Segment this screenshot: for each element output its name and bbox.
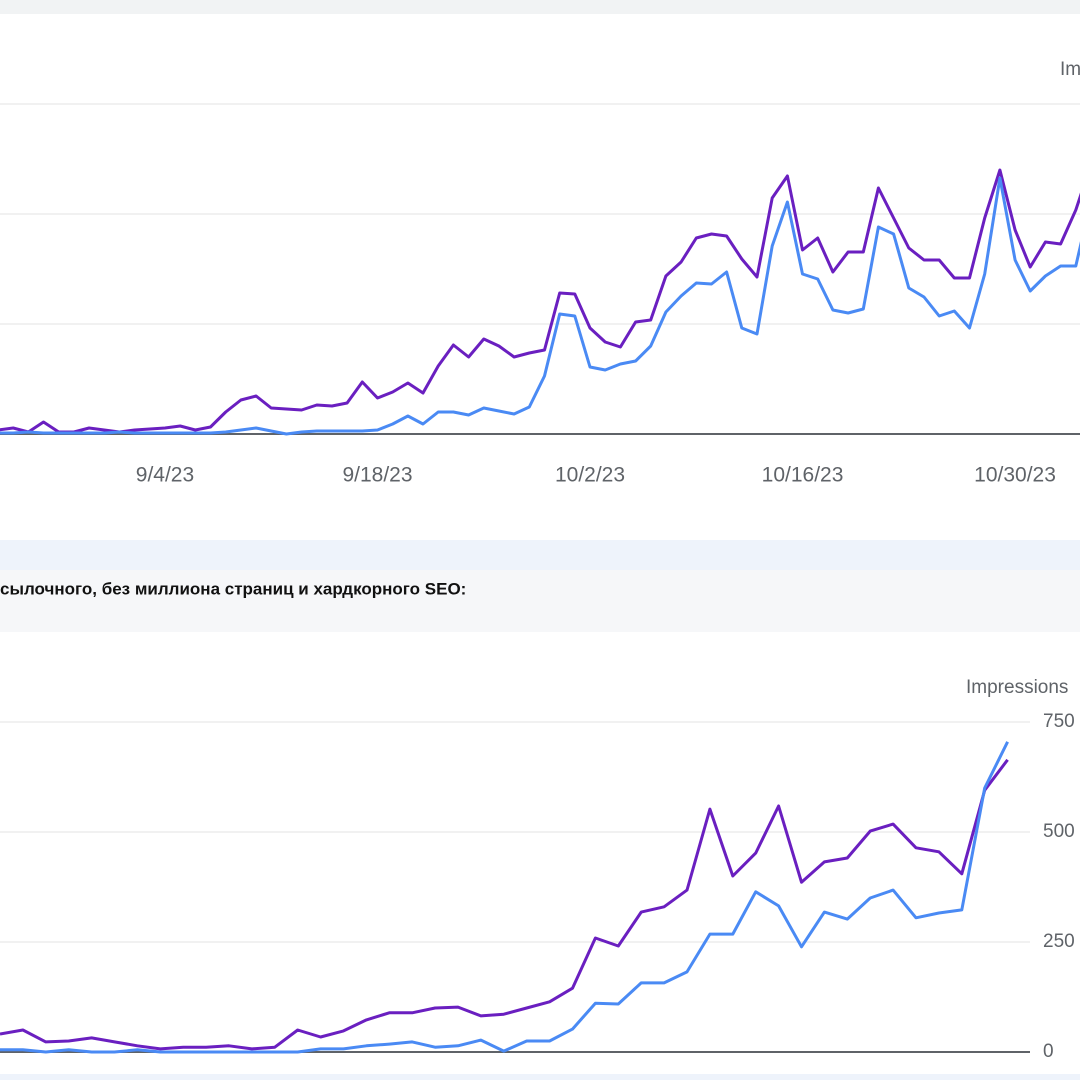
series-line: [0, 168, 1080, 434]
x-tick-label: 9/18/23: [342, 464, 412, 487]
series-line: [0, 176, 1080, 436]
bottom-strip: [0, 1074, 1080, 1080]
axis-title: Impressions: [966, 677, 1068, 698]
top-strip: [0, 0, 1080, 14]
x-tick-label: 10/2/23: [555, 464, 625, 487]
caption-band: [0, 570, 1080, 632]
x-tick-label: 10/16/23: [762, 464, 844, 487]
y-tick-label: 500: [1043, 821, 1075, 842]
axis-title: Impressions: [1060, 59, 1080, 80]
y-tick-label: 750: [1043, 711, 1075, 732]
series-line: [0, 758, 1009, 1051]
series-line: [0, 741, 1009, 1054]
y-tick-label: 250: [1043, 931, 1075, 952]
divider-band: [0, 540, 1080, 570]
caption: сылочного, без миллиона страниц и хардко…: [0, 579, 466, 598]
x-tick-label: 10/30/23: [974, 464, 1056, 487]
y-tick-label: 0: [1043, 1041, 1054, 1062]
x-tick-label: 9/4/23: [136, 464, 194, 487]
charts: Impressions 9/4/23 9/18/23 10/2/23 10/16/23 1…: [0, 59, 1080, 1062]
